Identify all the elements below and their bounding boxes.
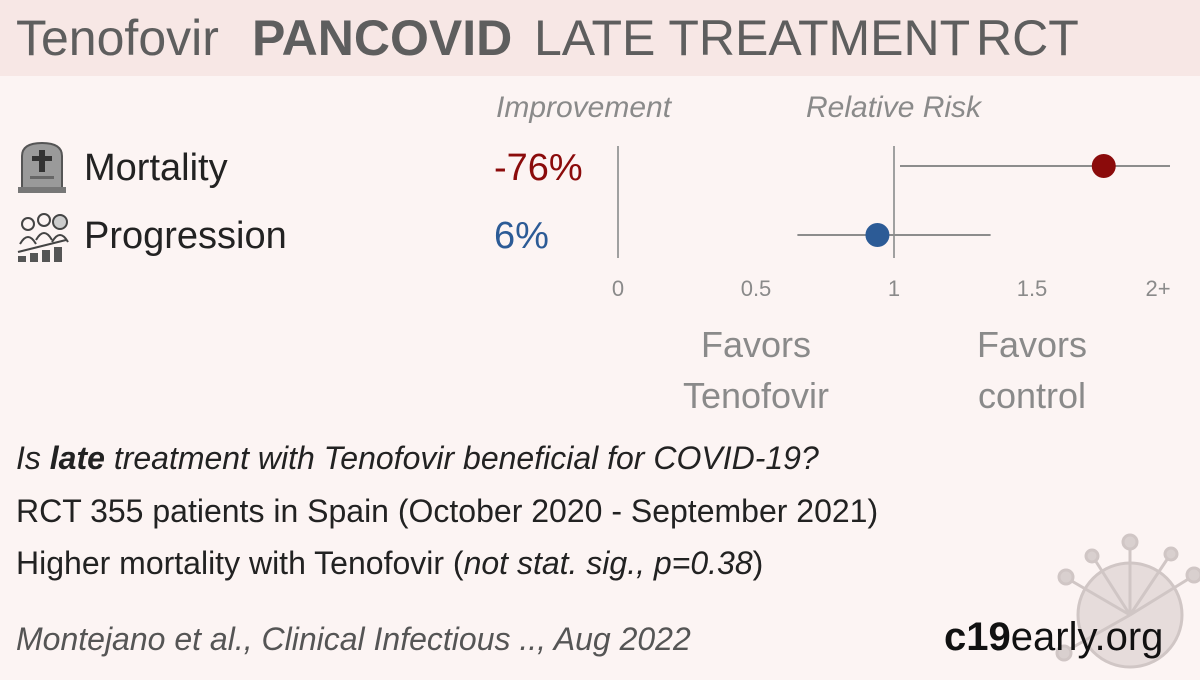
outcome-label-progression: Progression (84, 215, 287, 257)
favors-control-line-2: control (977, 375, 1087, 416)
improvement-column-header: Improvement (496, 91, 672, 124)
virus-watermark-icon (1055, 533, 1200, 669)
tick-label: 1.5 (1017, 276, 1048, 301)
relative-risk-column-header: Relative Risk (806, 91, 982, 124)
question-prefix: Is (16, 440, 50, 476)
point-estimate-mortality (1091, 154, 1116, 178)
tick-label: 1 (888, 276, 900, 301)
outcome-label-mortality: Mortality (84, 147, 228, 189)
patients-progression-icon (17, 213, 69, 262)
title-bar: Tenofovir PANCOVID LATE TREATMENT RCT (0, 0, 1200, 76)
improvement-progression: 6% (494, 215, 549, 257)
site-logo-rest: early.org (1010, 615, 1164, 659)
result-close: ) (752, 545, 764, 581)
point-estimate-progression (865, 223, 890, 247)
drug-name: Tenofovir (16, 10, 219, 66)
favors-control-label: Favors control (932, 319, 1132, 421)
tombstone-icon (18, 141, 66, 193)
study-design-line: RCT 355 patients in Spain (October 2020 … (16, 493, 879, 529)
study-design: RCT (976, 10, 1079, 66)
study-question: Is late treatment with Tenofovir benefic… (16, 438, 819, 478)
question-suffix: treatment with Tenofovir beneficial for … (104, 440, 819, 476)
question-emphasis: late (49, 440, 105, 476)
result-significance: not stat. sig., p=0.38 (463, 545, 753, 581)
citation: Montejano et al., Clinical Infectious ..… (16, 621, 691, 657)
tick-label: 0 (612, 276, 624, 301)
site-logo-bold: c19 (944, 615, 1011, 659)
study-result-line: Higher mortality with Tenofovir (not sta… (16, 543, 763, 583)
favors-treatment-label: Favors Tenofovir (654, 319, 858, 421)
favors-treatment-line-1: Favors (700, 324, 812, 365)
improvement-mortality: -76% (494, 147, 583, 189)
result-main: Higher mortality with Tenofovir ( (16, 545, 464, 581)
tick-label: 0.5 (741, 276, 772, 301)
site-logo: c19early.org (944, 613, 1163, 661)
favors-control-line-1: Favors (976, 324, 1088, 365)
treatment-stage: LATE TREATMENT (534, 10, 971, 66)
tick-label: 2+ (1145, 276, 1170, 301)
favors-treatment-line-2: Tenofovir (682, 375, 830, 416)
trial-name: PANCOVID (252, 10, 513, 66)
